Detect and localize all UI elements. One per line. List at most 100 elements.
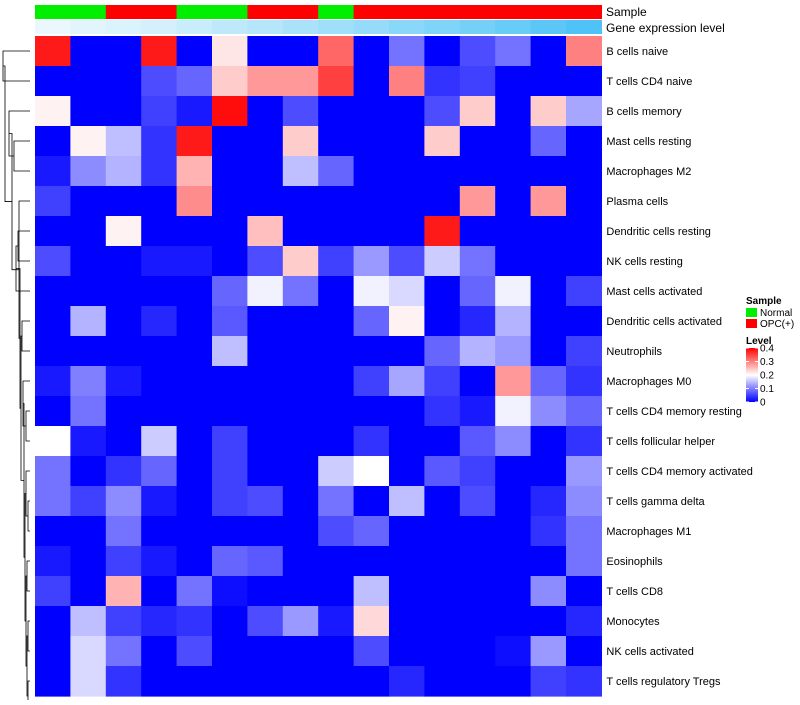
heatmap-cell [353, 126, 390, 157]
heatmap-cell [530, 306, 567, 337]
heatmap-cell [247, 96, 284, 127]
row-label: T cells CD8 [606, 586, 663, 598]
heatmap-cell [247, 306, 284, 337]
heatmap-cell [495, 66, 532, 97]
heatmap-cell [105, 336, 142, 367]
heatmap-cell [176, 126, 213, 157]
heatmap-cell [353, 426, 390, 457]
legend-tick-label: 0.1 [760, 384, 774, 395]
heatmap-cell [247, 276, 284, 307]
heatmap-cell [35, 636, 71, 667]
gene-annotation-cell [176, 20, 213, 34]
heatmap-cell [282, 456, 319, 487]
heatmap-cell [105, 306, 142, 337]
sample-annotation-cell [70, 5, 107, 19]
heatmap-cell [318, 606, 355, 637]
heatmap-cell [459, 156, 496, 187]
heatmap-cell [176, 336, 213, 367]
heatmap-cell [353, 456, 390, 487]
heatmap-cell [141, 576, 178, 607]
heatmap-cell [530, 516, 567, 547]
heatmap-cell [495, 366, 532, 397]
row-labels: B cells naive T cells CD4 naive B cells me… [606, 46, 753, 688]
heatmap-cell [389, 456, 425, 487]
heatmap-cell [70, 156, 107, 187]
gene-expression-annotation-bar [35, 20, 602, 34]
heatmap-cell [353, 636, 390, 667]
heatmap-cell [318, 516, 355, 547]
heatmap-cell [530, 66, 567, 97]
heatmap-cell [424, 216, 461, 247]
heatmap-cell [212, 156, 248, 187]
heatmap-cell [566, 606, 602, 637]
heatmap-cell [212, 426, 248, 457]
heatmap-cell [247, 396, 284, 427]
heatmap-cell [318, 306, 355, 337]
heatmap-cell [389, 636, 425, 667]
heatmap-cell [530, 156, 567, 187]
heatmap-cell [35, 216, 71, 247]
heatmap-cell [247, 576, 284, 607]
sample-annotation-cell [389, 5, 425, 19]
heatmap-cell [212, 216, 248, 247]
legend-sample-title: Sample [746, 296, 782, 307]
heatmap-cell [105, 96, 142, 127]
heatmap-cell [70, 336, 107, 367]
row-label: B cells memory [606, 106, 682, 118]
heatmap-cell [424, 456, 461, 487]
dendrogram-branch [17, 230, 30, 262]
row-label: Eosinophils [606, 556, 663, 568]
row-label: Mast cells resting [606, 136, 691, 148]
sample-annotation-cell [176, 5, 213, 19]
heatmap-cell [212, 186, 248, 217]
heatmap-cell [424, 606, 461, 637]
heatmap-cell [353, 276, 390, 307]
heatmap-cell [212, 246, 248, 277]
sample-annotation-cell [35, 5, 71, 19]
heatmap-cell [247, 336, 284, 367]
heatmap-cell [212, 456, 248, 487]
heatmap-cell [459, 96, 496, 127]
legend-level-ticks: 0 0.1 0.2 0.3 0.4 [746, 344, 774, 409]
gene-annotation-title: Gene expression level [606, 21, 725, 35]
heatmap-cell [247, 606, 284, 637]
heatmap-cell [212, 576, 248, 607]
heatmap-cell [282, 576, 319, 607]
heatmap-cell [176, 396, 213, 427]
gene-annotation-cell [105, 20, 142, 34]
heatmap-cell [105, 186, 142, 217]
heatmap-cell [495, 336, 532, 367]
heatmap-cell [105, 606, 142, 637]
heatmap-cell [459, 636, 496, 667]
row-label: NK cells resting [606, 256, 682, 268]
heatmap-cell [176, 486, 213, 517]
heatmap-cell [495, 576, 532, 607]
sample-annotation-cell [212, 5, 248, 19]
heatmap-cell [70, 486, 107, 517]
heatmap-cell [459, 216, 496, 247]
heatmap-cell [318, 396, 355, 427]
row-label: Macrophages M1 [606, 526, 691, 538]
heatmap-cell [424, 156, 461, 187]
heatmap-cell [530, 546, 567, 577]
row-label: Dendritic cells activated [606, 316, 722, 328]
heatmap-cell [530, 636, 567, 667]
heatmap-cell [282, 126, 319, 157]
heatmap-cell [141, 486, 178, 517]
heatmap-cell [176, 516, 213, 547]
heatmap-cell [176, 306, 213, 337]
gene-annotation-cell [530, 20, 567, 34]
heatmap-cell [212, 486, 248, 517]
gene-annotation-cell [141, 20, 178, 34]
dendrogram-branch [27, 500, 30, 532]
heatmap-cell [318, 126, 355, 157]
heatmap-cell [459, 396, 496, 427]
heatmap-cell [35, 246, 71, 277]
heatmap-cell [212, 306, 248, 337]
heatmap-cell [353, 576, 390, 607]
heatmap-cell [105, 636, 142, 667]
heatmap-cell [141, 336, 178, 367]
heatmap-cell [495, 606, 532, 637]
heatmap-cell [424, 36, 461, 67]
legend-tick-label: 0.4 [760, 344, 774, 355]
